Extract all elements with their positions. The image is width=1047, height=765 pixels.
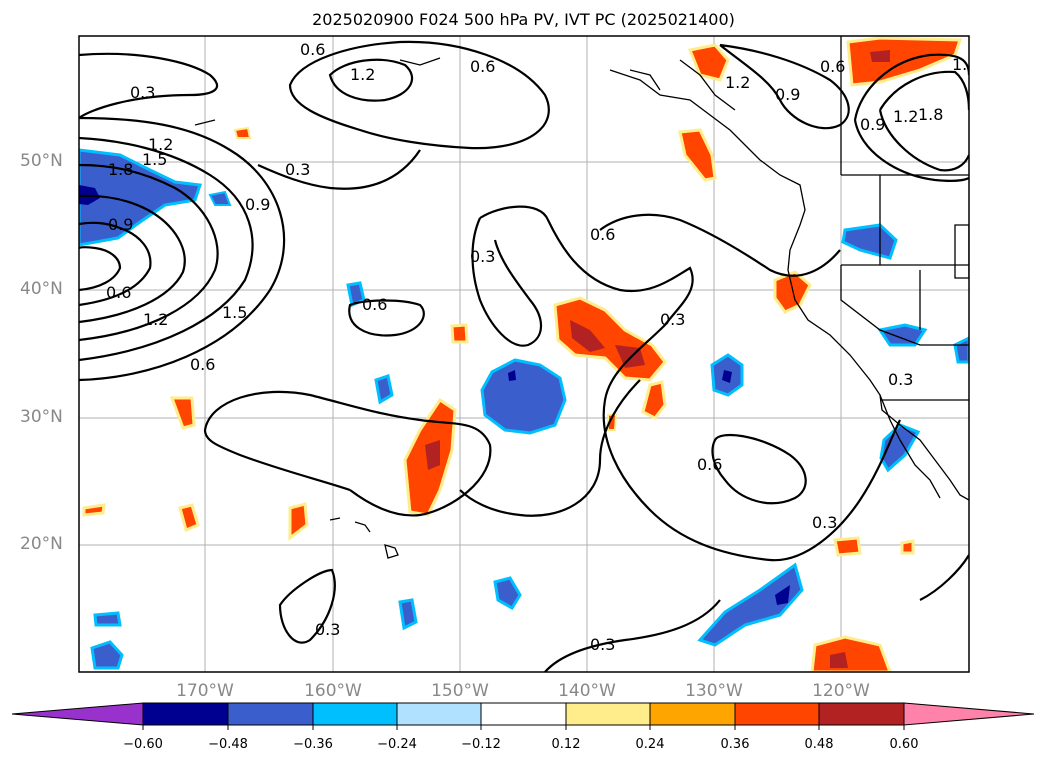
colorbar-min-extend — [11, 702, 144, 726]
contour-label: 0.3 — [315, 620, 340, 639]
contour-label: 0.3 — [130, 83, 155, 102]
blue-blob-small-8 — [208, 190, 232, 206]
lat-label-20n: 20°N — [20, 534, 63, 554]
red-blob-small-6 — [833, 536, 862, 557]
lon-label-150w: 150°W — [431, 681, 489, 701]
colorbar-tick: −0.24 — [377, 737, 417, 752]
blue-blob-southeast-core — [775, 585, 790, 605]
blue-blob-east-core — [722, 370, 732, 383]
lon-label-140w: 140°W — [558, 681, 616, 701]
contour-label: 0.3 — [285, 160, 310, 179]
red-blob-small-5 — [82, 503, 106, 517]
map-panel — [79, 36, 969, 672]
lon-label-160w: 160°W — [304, 681, 362, 701]
red-blob-northeast — [678, 128, 717, 182]
blue-blob-central-core — [508, 370, 516, 381]
red-blob-small-8-core — [830, 652, 848, 668]
positive-ivt-blobs — [82, 36, 963, 672]
contour-label: 1.2 — [148, 135, 173, 154]
contour-label: 0.6 — [590, 225, 615, 244]
lon-label-170w: 170°W — [176, 681, 234, 701]
contour-label: 1.2 — [143, 310, 168, 329]
blue-blob-west — [79, 148, 203, 247]
red-blob-small-2 — [288, 502, 309, 542]
contour-label: 0.3 — [470, 247, 495, 266]
negative-ivt-blobs — [79, 148, 969, 670]
blue-blob-central — [480, 358, 567, 435]
contour-label: 0.6 — [470, 57, 495, 76]
contour-label: 1.2 — [893, 107, 918, 126]
colorbar-tick: 0.48 — [804, 737, 834, 752]
lon-label-120w: 120°W — [812, 681, 870, 701]
blue-blob-southeast — [697, 562, 804, 647]
red-blob-top-2-core — [870, 50, 890, 62]
contour-label: 0.3 — [590, 635, 615, 654]
blue-blob-small-7 — [953, 336, 969, 364]
colorbar — [11, 702, 1035, 730]
red-blob-small-1 — [450, 323, 469, 344]
contour-label: 0.9 — [245, 195, 270, 214]
map-frame — [78, 35, 970, 673]
contour-label: 0.6 — [106, 283, 131, 302]
contour-label: 0.6 — [820, 57, 845, 76]
contour-label: 1. — [952, 55, 967, 74]
contour-label: 1.8 — [108, 160, 133, 179]
red-blob-small-4 — [169, 396, 196, 430]
contour-label: 1.5 — [222, 303, 247, 322]
contour-label: 0.6 — [190, 355, 215, 374]
map-title: 2025020900 F024 500 hPa PV, IVT PC (2025… — [312, 10, 735, 29]
contour-label: 0.3 — [812, 513, 837, 532]
blue-blob-small-1 — [346, 281, 366, 308]
contour-label: 1.2 — [725, 73, 750, 92]
red-blob-south-core — [425, 440, 440, 470]
colorbar-tick: 0.24 — [635, 737, 665, 752]
blue-blob-small-6 — [93, 611, 122, 627]
colorbar-tick: −0.12 — [461, 737, 501, 752]
contour-label: 1.8 — [918, 105, 943, 124]
lat-label-30n: 30°N — [20, 407, 63, 427]
blue-blob-small-2 — [374, 374, 394, 405]
contour-label: 0.3 — [888, 370, 913, 389]
red-blob-small-7 — [900, 539, 915, 555]
contour-label: 0.6 — [362, 295, 387, 314]
colorbar-tick: 0.60 — [889, 737, 919, 752]
lat-label-50n: 50°N — [20, 151, 63, 171]
blue-blob-small-4 — [398, 598, 418, 631]
colorbar-tick: 0.36 — [720, 737, 750, 752]
red-blob-small-9 — [233, 126, 252, 139]
contour-label: 1.5 — [142, 150, 167, 169]
lon-label-130w: 130°W — [685, 681, 743, 701]
contour-label: 0.9 — [775, 85, 800, 104]
blue-blob-small-3 — [493, 576, 522, 611]
contour-label: 0.9 — [860, 115, 885, 134]
contour-label: 0.6 — [300, 40, 325, 59]
red-blob-mid-east — [641, 380, 667, 420]
colorbar-tick: −0.60 — [123, 737, 163, 752]
contour-label: 0.9 — [108, 215, 133, 234]
blue-blob-small-5 — [90, 640, 124, 670]
contour-label: 1.2 — [350, 65, 375, 84]
red-blob-top-1 — [687, 43, 730, 82]
colorbar-max-extend — [903, 702, 1035, 726]
coastlines — [194, 36, 969, 559]
contour-labels: 0.3 1.8 1.5 1.2 0.9 0.6 1.2 1.5 0.6 0.9 … — [106, 40, 967, 654]
pv-contours — [79, 40, 969, 672]
contour-label: 0.6 — [697, 455, 722, 474]
blue-blob-california — [877, 323, 928, 347]
contour-label: 0.3 — [660, 310, 685, 329]
colorbar-tick: −0.48 — [208, 737, 248, 752]
red-blob-small-3 — [178, 503, 200, 533]
lat-label-40n: 40°N — [20, 279, 63, 299]
colorbar-tick: −0.36 — [293, 737, 333, 752]
red-blob-center-core — [570, 320, 605, 352]
colorbar-tick: 0.12 — [551, 737, 581, 752]
